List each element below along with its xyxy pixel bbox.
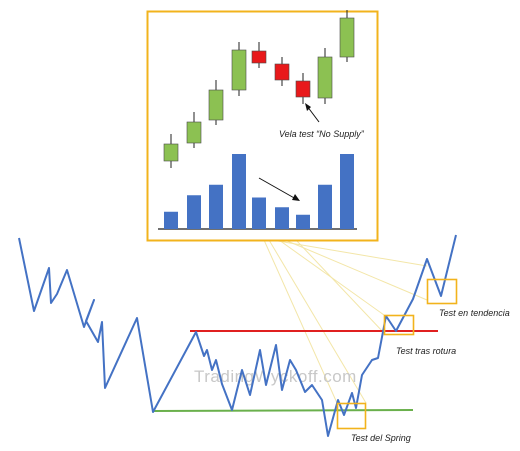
candle-body: [186, 121, 202, 144]
support-line: [152, 409, 414, 412]
candle-green: [208, 80, 224, 125]
candle-green: [186, 112, 202, 148]
breakout-test-label: Test tras rotura: [396, 346, 456, 356]
projection-line-breakout-bottom: [295, 239, 385, 334]
inset-volume-bars: [164, 154, 354, 229]
candle-red: [274, 57, 290, 86]
projection-line-trend-top: [271, 239, 428, 267]
candle-green: [163, 134, 179, 168]
candle-body: [339, 17, 355, 58]
candle-green: [231, 42, 247, 96]
volume-decline-arrow: [258, 177, 297, 200]
watermark: TradingWyckoff.com: [194, 367, 357, 386]
projection-line-spring-left: [263, 239, 338, 404]
volume-bar: [187, 195, 201, 229]
projection-line-spring-right: [268, 239, 367, 404]
candle-body: [231, 49, 247, 91]
projection-line-trend-bottom: [284, 239, 428, 301]
candle-body: [274, 63, 290, 81]
candle-green: [339, 10, 355, 62]
candle-red: [251, 42, 267, 68]
spring-test-box: [336, 402, 367, 430]
candle-body: [163, 143, 179, 162]
price-path: [18, 234, 457, 437]
trend-test-label: Test en tendencia: [439, 308, 510, 318]
volume-bar: [296, 214, 310, 229]
volume-decline-arrowhead: [292, 194, 300, 201]
volume-bar: [318, 184, 332, 229]
candle-body: [295, 80, 311, 98]
volume-bar: [275, 207, 289, 229]
no-supply-annotation: Vela test “No Supply”: [279, 129, 365, 139]
volume-bar: [209, 184, 223, 229]
volume-bar: [340, 154, 354, 229]
volume-bar: [252, 197, 266, 229]
spring-test-label: Test del Spring: [351, 433, 411, 443]
volume-bar: [232, 154, 246, 229]
inset-panel: Vela test “No Supply”: [146, 10, 379, 242]
projection-lines: [263, 239, 428, 404]
no-supply-arrowhead: [305, 103, 311, 111]
trend-test-box: [426, 278, 458, 305]
inset-candles: [163, 10, 355, 168]
volume-bar: [164, 211, 178, 229]
candle-body: [317, 56, 333, 99]
candle-red: [295, 73, 311, 104]
candle-green: [317, 48, 333, 104]
candle-body: [251, 50, 267, 64]
breakout-test-box: [383, 314, 415, 336]
candle-body: [208, 89, 224, 121]
